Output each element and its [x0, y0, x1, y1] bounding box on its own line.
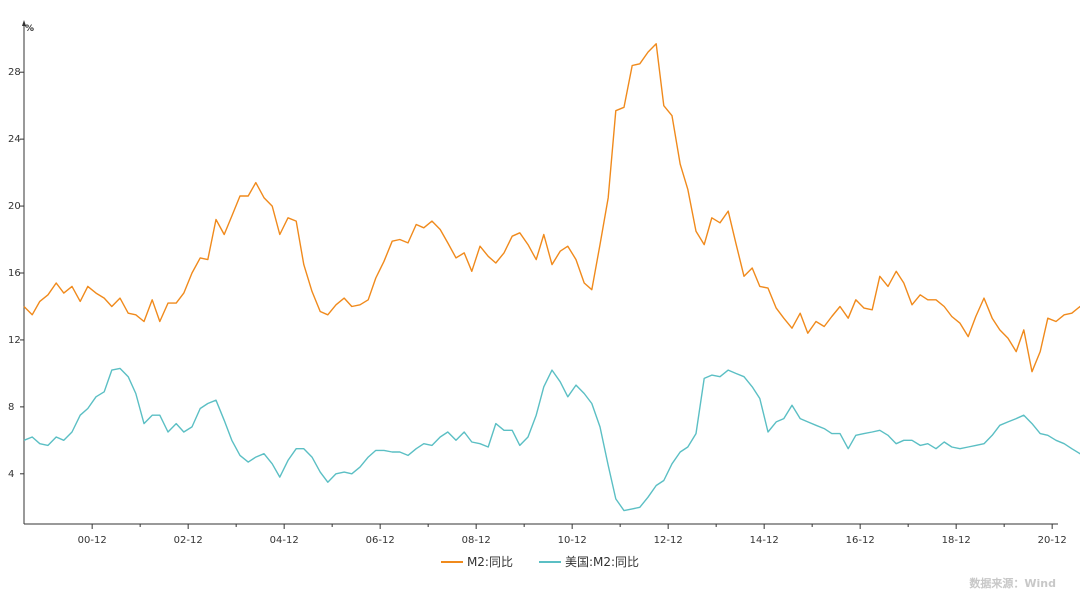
x-tick-label: 06-12 — [366, 535, 395, 546]
x-tick-label: 00-12 — [78, 535, 107, 546]
legend: M2:同比 美国:M2:同比 — [0, 553, 1080, 570]
y-ticks: 4 8 12 16 20 24 28 — [8, 67, 24, 480]
legend-item-us-m2: 美国:M2:同比 — [538, 553, 640, 570]
x-tick-label: 08-12 — [462, 535, 491, 546]
x-ticks: 00-12 02-12 04-12 06-12 08-12 10-12 12-12 14-12… — [78, 524, 1067, 546]
source-note: 数据来源：Wind — [969, 577, 1056, 590]
legend-swatch-us-m2 — [538, 560, 561, 563]
y-tick-label: 28 — [8, 67, 21, 78]
y-axis-unit-label: % — [25, 24, 34, 34]
y-tick-label: 12 — [8, 335, 21, 346]
legend-item-m2: M2:同比 — [440, 553, 513, 570]
legend-label-us-m2: 美国:M2:同比 — [564, 555, 640, 569]
x-tick-label: 20-12 — [1038, 535, 1067, 546]
x-tick-label: 10-12 — [558, 535, 587, 546]
y-tick-label: 8 — [8, 402, 14, 413]
y-tick-label: 16 — [8, 268, 21, 279]
y-tick-label: 24 — [8, 134, 21, 145]
x-tick-label: 02-12 — [174, 535, 203, 546]
x-tick-label: 18-12 — [942, 535, 971, 546]
x-tick-label: 16-12 — [846, 535, 875, 546]
series-line-us-m2 — [23, 367, 1080, 512]
axes: % — [22, 20, 1058, 525]
legend-swatch-m2 — [440, 560, 463, 563]
x-tick-label: 04-12 — [270, 535, 299, 546]
y-tick-label: 20 — [8, 201, 21, 212]
series-line-m2 — [23, 43, 1080, 373]
x-tick-label: 12-12 — [654, 535, 683, 546]
y-axis-arrow — [22, 20, 26, 26]
x-tick-label: 14-12 — [750, 535, 779, 546]
y-tick-label: 4 — [8, 469, 14, 480]
series-layer — [23, 43, 1080, 512]
legend-label-m2: M2:同比 — [466, 555, 513, 569]
